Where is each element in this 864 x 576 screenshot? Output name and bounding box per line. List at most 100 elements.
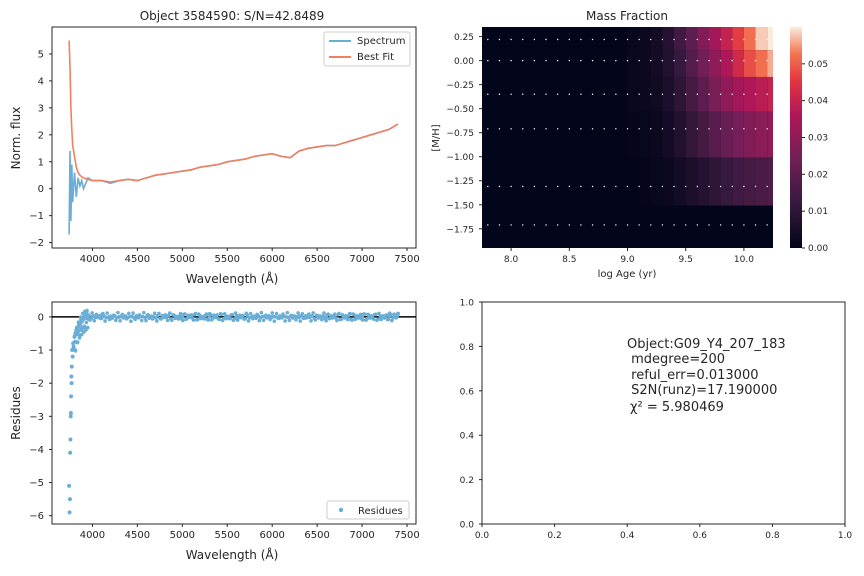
residue-point (165, 318, 170, 323)
grid-dot (685, 224, 687, 226)
grid-dot (696, 128, 699, 130)
grid-dot (556, 185, 559, 188)
heatmap-grid-dots (487, 38, 768, 226)
residue-point (193, 311, 198, 316)
grid-dot (591, 128, 594, 130)
residue-point (241, 313, 245, 318)
heatmap-cells (482, 27, 773, 248)
heatmap-cell (674, 50, 686, 77)
residue-point (72, 335, 77, 339)
grid-dot (568, 185, 570, 188)
heatmap-cell (650, 157, 663, 206)
grid-dot (498, 59, 501, 62)
grid-dot (533, 93, 536, 95)
heatmap-cell (720, 157, 733, 206)
residue-point (133, 317, 138, 322)
residue-point (68, 437, 73, 442)
grid-dot (568, 59, 570, 62)
residue-point (294, 317, 298, 322)
heatmap-cell (767, 76, 773, 112)
heatmap-cell (767, 157, 773, 206)
grid-dot (696, 59, 699, 62)
spectrum-ylabel: Norm. flux (9, 107, 23, 170)
residue-point (68, 411, 73, 415)
grid-dot (743, 128, 745, 130)
y-tick-label: 0.2 (460, 476, 474, 486)
residue-point (73, 349, 78, 353)
residue-point (202, 317, 207, 321)
residue-point (384, 313, 389, 317)
heatmap-cell (743, 205, 756, 248)
residue-point (152, 311, 157, 316)
heatmap-xticks: 8.0 8.5 9.0 9.5 10.0 (504, 248, 754, 265)
grid-dot (708, 224, 710, 226)
x-tick-label: 4000 (80, 254, 105, 265)
y-tick-label: 4 (38, 76, 44, 87)
heatmap-cell (627, 27, 640, 51)
heatmap-cell (627, 111, 640, 158)
colorbar (790, 27, 802, 248)
x-tick-label: 9.5 (679, 255, 693, 265)
x-tick-label: 8.0 (504, 255, 519, 265)
x-tick-label: 10.0 (734, 255, 754, 265)
grid-dot (498, 185, 501, 188)
residue-point (219, 312, 224, 317)
heatmap-cell (732, 157, 744, 206)
grid-dot (661, 128, 664, 130)
grid-dot (556, 128, 559, 130)
colorbar-tick-label: 0.00 (808, 244, 828, 254)
heatmap-cell (650, 76, 663, 112)
residue-point (310, 313, 314, 318)
grid-dot (650, 185, 652, 188)
spectrum-lines (68, 40, 399, 235)
grid-dot (626, 128, 629, 130)
heatmap-cell (674, 27, 686, 51)
grid-dot (533, 224, 536, 226)
grid-dot (626, 224, 629, 226)
legend-bestfit-label: Best Fit (357, 52, 394, 63)
grid-dot (743, 59, 745, 62)
residue-point (243, 316, 248, 321)
heatmap-cell (674, 205, 686, 248)
info-object-line: Object:G09_Y4_207_183 (627, 337, 786, 352)
y-tick-label: −0.75 (446, 129, 474, 139)
grid-dot (731, 128, 733, 130)
residue-point (68, 450, 73, 455)
residue-point (189, 313, 194, 317)
x-tick-label: 0.0 (475, 531, 490, 541)
grid-dot (766, 59, 768, 62)
residue-point (178, 311, 183, 316)
residue-point (114, 318, 118, 323)
grid-dot (603, 185, 605, 188)
grid-dot (754, 128, 757, 130)
y-tick-label: −1.25 (446, 177, 474, 187)
info-reful-err-line: reful_err=0.013000 (627, 368, 759, 383)
residue-point (352, 312, 356, 317)
residue-point (183, 312, 187, 316)
heatmap-cell (662, 50, 675, 77)
heatmap-cell (685, 157, 698, 206)
mass-fraction-panel: Mass Fraction log Age (yr) [M/H] 8.0 8.5 9… (431, 9, 828, 280)
y-tick-label: 0.4 (460, 432, 475, 442)
grid-dot (626, 185, 629, 188)
residue-point (348, 311, 352, 316)
grid-dot (673, 38, 675, 41)
x-tick-label: 6500 (304, 530, 329, 541)
heatmap-cell (639, 27, 651, 51)
grid-dot (766, 224, 768, 226)
grid-dot (522, 93, 524, 95)
heatmap-cell (662, 27, 675, 51)
residue-point (296, 311, 300, 315)
grid-dot (673, 59, 675, 62)
heatmap-cell (708, 27, 721, 51)
heatmap-cell (743, 157, 756, 206)
residues-plot-area (51, 301, 417, 525)
grid-dot (743, 224, 745, 226)
heatmap-cell (627, 76, 640, 112)
grid-dot (661, 185, 664, 188)
colorbar-ticks: 0.00 0.01 0.02 0.03 0.04 0.05 (802, 60, 828, 254)
y-tick-label: 1 (38, 157, 44, 168)
spectrum-yticks: −2 −1 0 1 2 3 4 5 (29, 49, 52, 249)
residue-point (326, 312, 331, 316)
residue-point (206, 318, 211, 322)
